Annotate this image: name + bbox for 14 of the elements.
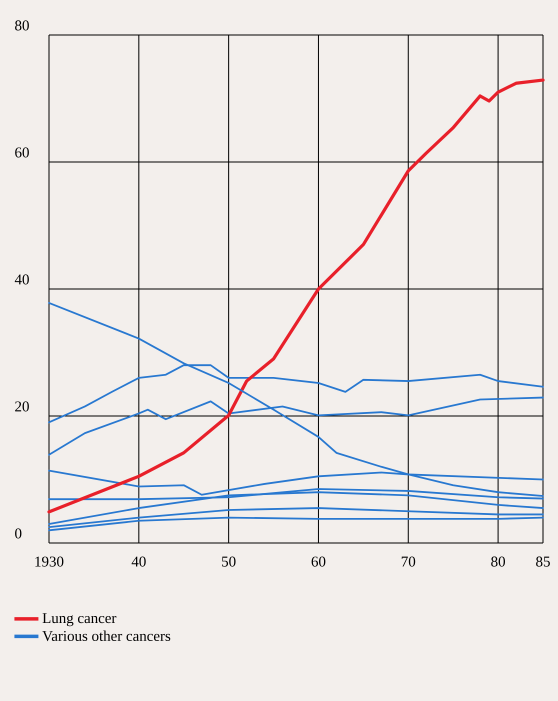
y-tick-label: 0 <box>15 528 22 538</box>
legend-label: Lung cancer <box>42 613 116 626</box>
y-tick-label: 60 <box>15 147 29 158</box>
legend-label: Various other cancers <box>42 630 170 642</box>
x-tick-label: 60 <box>312 556 326 567</box>
x-tick-label: 80 <box>491 556 505 567</box>
x-tick-label: 70 <box>402 556 416 567</box>
x-tick-label: 40 <box>132 556 146 567</box>
y-tick-label: 20 <box>15 401 29 412</box>
x-tick-label: 50 <box>222 556 236 567</box>
y-tick-label: 80 <box>15 20 29 30</box>
y-tick-label: 40 <box>14 274 29 284</box>
x-tick-label: 85 <box>536 556 550 567</box>
x-tick-label: 1930 <box>35 556 64 567</box>
